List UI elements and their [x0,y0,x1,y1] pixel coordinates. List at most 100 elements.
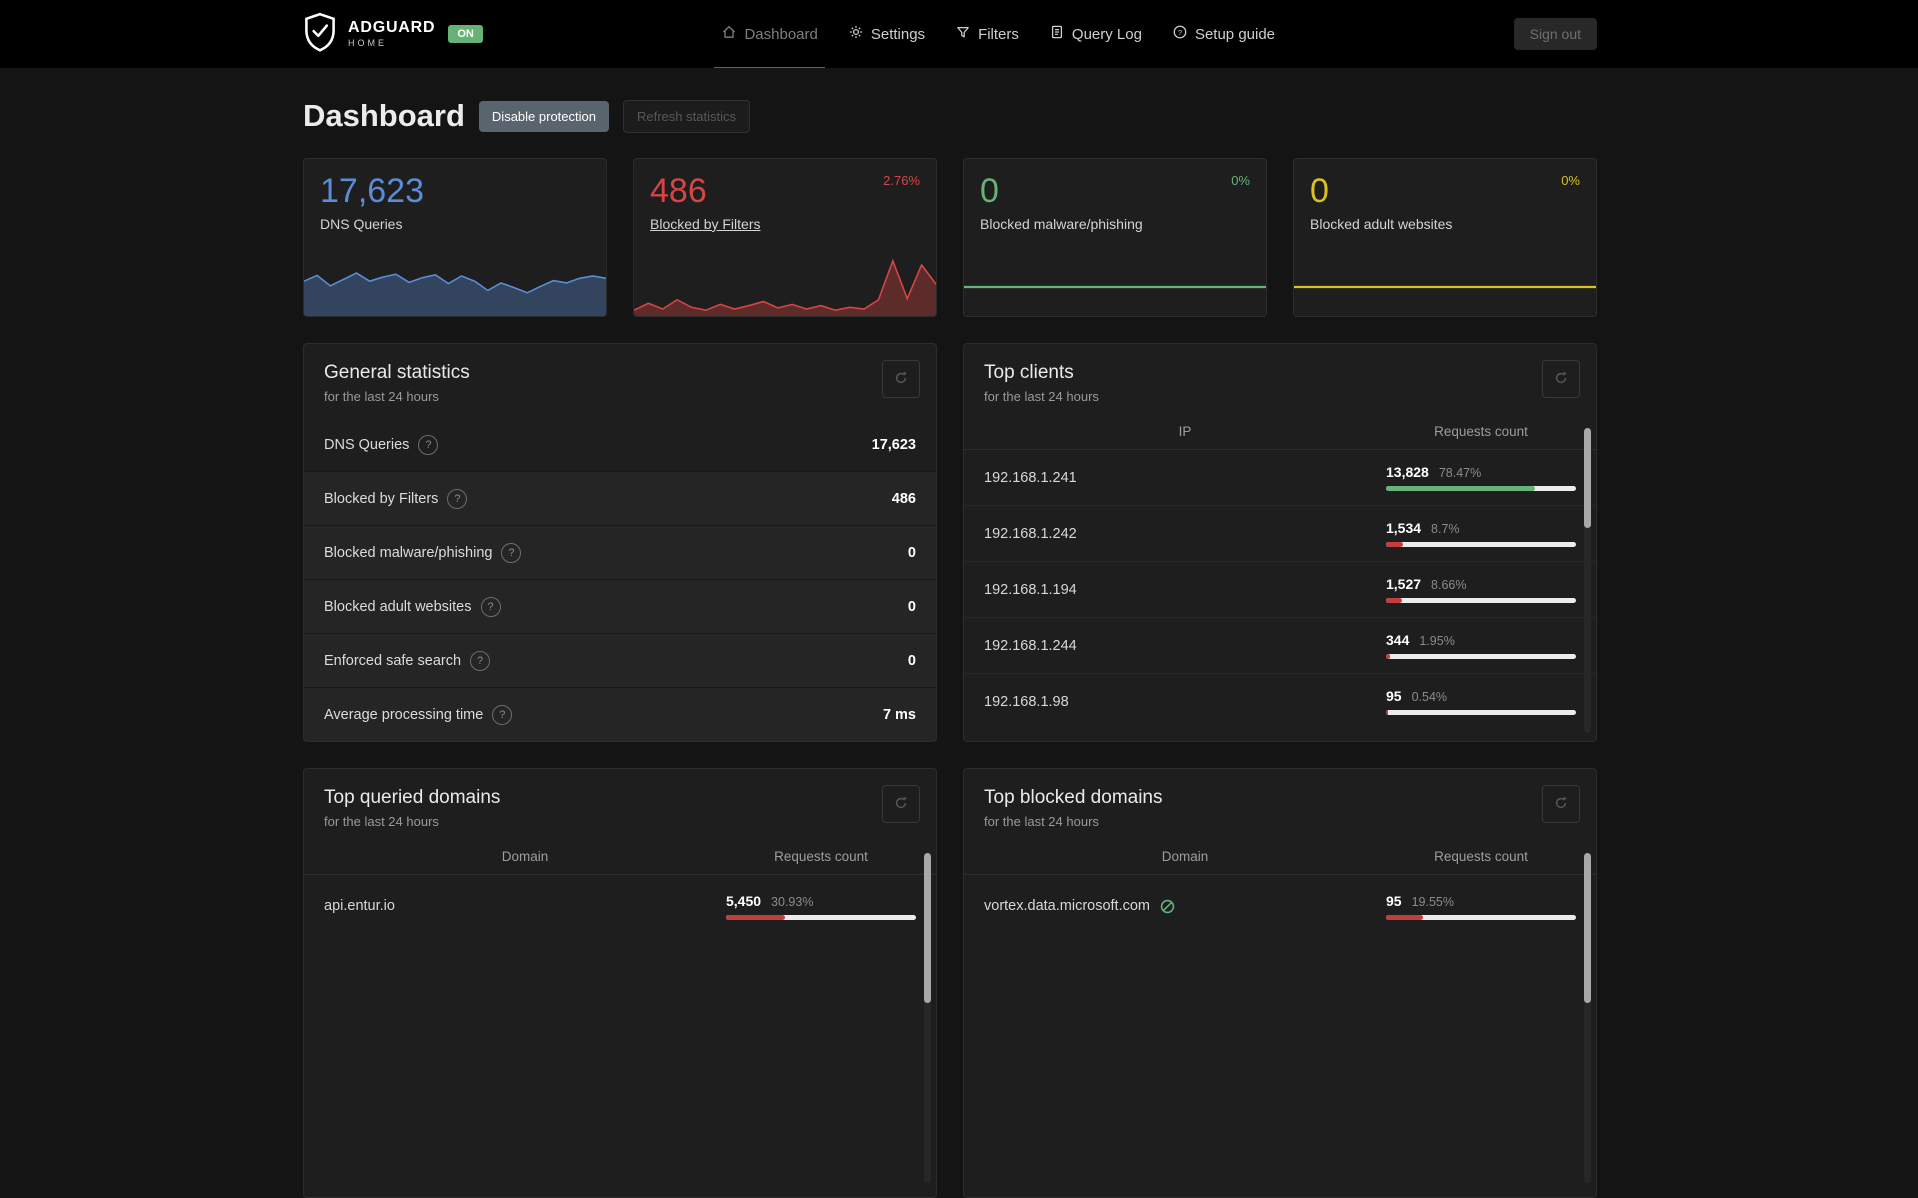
card-subtitle: for the last 24 hours [324,389,439,404]
card-subtitle: for the last 24 hours [984,389,1099,404]
adguard-logo[interactable]: ADGUARD HOME ON [303,12,483,57]
protection-status-badge: ON [448,25,483,43]
nav-item-setup-guide[interactable]: ? Setup guide [1157,0,1290,68]
client-ip[interactable]: 192.168.1.241 [984,469,1077,486]
requests-percent: 8.66% [1431,578,1467,592]
blocked-domain-icon [1159,898,1176,915]
help-icon[interactable]: ? [480,596,501,617]
stat-value: 0 [907,598,916,615]
nav-item-dashboard[interactable]: Dashboard [706,0,832,68]
help-icon[interactable]: ? [470,650,491,671]
blocked-by-filters-link[interactable]: Blocked by Filters [650,215,761,232]
refresh-card-button[interactable] [882,785,920,823]
disable-protection-button[interactable]: Disable protection [478,100,609,132]
blocked-malware-label: Blocked malware/phishing [980,215,1143,232]
requests-count: 95 [1386,688,1402,704]
stat-label: DNS Queries [324,436,410,453]
nav-item-settings[interactable]: Settings [833,0,940,68]
query-log-icon [1049,24,1065,44]
blocked-adult-percent: 0% [1561,173,1580,188]
top-clients-table: 192.168.1.241 13,828 78.47% 192.168.1.242… [964,450,1596,729]
stat-value: 486 [891,490,916,507]
requests-percent: 19.55% [1411,894,1454,909]
requests-percent: 1.95% [1419,634,1455,648]
requests-bar-fill [1386,486,1536,491]
main-nav-menu: Dashboard Settings Filters Query Log [706,0,1290,68]
requests-percent: 78.47% [1438,466,1482,480]
client-row: 192.168.1.241 13,828 78.47% [964,450,1596,506]
stats-row: Enforced safe search? 0 [304,633,936,687]
help-icon[interactable]: ? [418,434,439,455]
column-header-ip: IP [1178,424,1192,439]
stat-card-dns-queries: 17,623 DNS Queries [303,158,607,317]
client-ip[interactable]: 192.168.1.242 [984,525,1077,542]
blocked-filters-percent: 2.76% [883,173,920,188]
nav-label: Filters [978,25,1019,43]
adguard-shield-icon [303,12,337,57]
top-blocked-domains-card: Top blocked domains for the last 24 hour… [963,768,1597,1198]
scrollbar-thumb[interactable] [1584,853,1591,1003]
help-icon[interactable]: ? [501,542,522,563]
requests-count: 344 [1386,632,1410,648]
stat-value: 17,623 [871,436,916,453]
stat-value: 7 ms [882,706,916,723]
stat-label: Enforced safe search [324,652,462,669]
nav-label: Query Log [1071,25,1142,43]
nav-item-filters[interactable]: Filters [940,0,1034,68]
brand-name: ADGUARD [348,19,436,36]
help-icon[interactable]: ? [492,704,513,725]
scrollbar-thumb[interactable] [924,853,931,1003]
client-row: 192.168.1.242 1,534 8.7% [964,506,1596,562]
requests-percent: 8.7% [1431,522,1460,536]
stat-label: Blocked adult websites [324,598,472,615]
requests-count: 1,534 [1386,520,1422,536]
requests-count: 1,527 [1386,576,1422,592]
domain-row: api.entur.io 5,450 30.93% [304,875,936,937]
column-header-domain: Domain [501,849,549,864]
card-subtitle: for the last 24 hours [324,814,439,829]
sign-out-button[interactable]: Sign out [1513,18,1597,50]
client-ip[interactable]: 192.168.1.98 [984,693,1069,710]
refresh-icon [1553,795,1569,814]
scrollbar-track[interactable] [1584,428,1591,733]
table-header: Domain Requests count [964,843,1596,875]
brand-subname: HOME [348,38,387,48]
help-icon[interactable]: ? [447,488,468,509]
refresh-icon [893,370,909,389]
refresh-card-button[interactable] [1542,360,1580,398]
client-ip[interactable]: 192.168.1.244 [984,637,1077,654]
blocked-filters-sparkline [634,258,936,316]
requests-bar-fill [1386,598,1403,603]
blocked-malware-count: 0 [980,172,999,210]
refresh-card-button[interactable] [1542,785,1580,823]
stat-card-blocked-adult: 0 0% Blocked adult websites [1293,158,1597,317]
table-header: Domain Requests count [304,843,936,875]
help-circle-icon: ? [1172,24,1188,44]
refresh-icon [893,795,909,814]
domain-name[interactable]: vortex.data.microsoft.com [984,898,1150,914]
top-navbar: ADGUARD HOME ON Dashboard Settings [0,0,1918,68]
requests-count: 5,450 [726,892,762,909]
top-queried-table: api.entur.io 5,450 30.93% [304,875,936,937]
card-subtitle: for the last 24 hours [984,814,1099,829]
scrollbar-track[interactable] [924,853,931,1183]
blocked-malware-percent: 0% [1231,173,1250,188]
stat-card-blocked-by-filters: 486 2.76% Blocked by Filters [633,158,937,317]
stat-card-blocked-malware: 0 0% Blocked malware/phishing [963,158,1267,317]
scrollbar-thumb[interactable] [1584,428,1591,528]
stats-row: Blocked adult websites? 0 [304,579,936,633]
domain-name[interactable]: api.entur.io [324,898,395,914]
refresh-card-button[interactable] [882,360,920,398]
refresh-statistics-button[interactable]: Refresh statistics [622,99,750,133]
client-row: 192.168.1.244 344 1.95% [964,618,1596,674]
scrollbar-track[interactable] [1584,853,1591,1183]
nav-item-query-log[interactable]: Query Log [1034,0,1157,68]
stats-row: Blocked by Filters? 486 [304,471,936,525]
client-ip[interactable]: 192.168.1.194 [984,581,1077,598]
stat-value: 0 [907,544,916,561]
blocked-malware-sparkline [964,258,1266,316]
column-header-requests: Requests count [1434,849,1528,864]
refresh-icon [1553,370,1569,389]
stat-cards-row: 17,623 DNS Queries 486 2.76% Blocked by … [303,158,1597,317]
stats-row: Average processing time? 7 ms [304,687,936,741]
